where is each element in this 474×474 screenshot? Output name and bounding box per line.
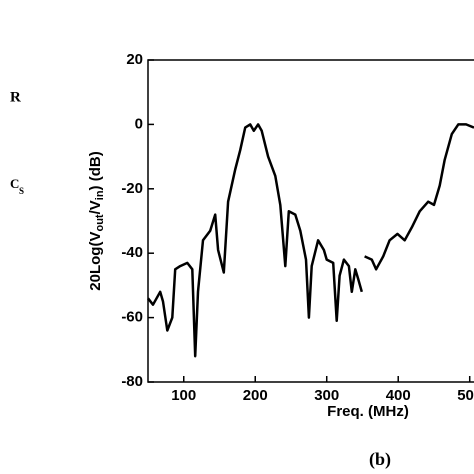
y-tick-label: 20: [126, 51, 143, 68]
y-tick-label: -80: [121, 373, 143, 390]
y-label-subscript: in: [94, 190, 106, 200]
caption: (b): [369, 449, 391, 470]
y-label-part: 20Log(V: [87, 232, 104, 291]
y-tick-label: -20: [121, 180, 143, 197]
y-tick-label: -40: [121, 244, 143, 261]
x-tick-label: 100: [171, 387, 196, 404]
annotation: R: [10, 89, 21, 105]
plot-frame: [147, 59, 474, 383]
annotation: C: [10, 176, 19, 191]
y-label-part: /V: [87, 200, 104, 214]
x-tick-label: 300: [314, 387, 339, 404]
y-tick-label: -60: [121, 309, 143, 326]
x-tick-label: 500: [457, 387, 474, 404]
annotation: S: [19, 186, 24, 196]
x-tick-label: 400: [386, 387, 411, 404]
y-label-subscript: out: [94, 214, 106, 231]
x-tick-label: 200: [243, 387, 268, 404]
y-tick-label: 0: [135, 115, 143, 132]
x-axis-label: Freq. (MHz): [327, 403, 409, 420]
y-axis-label: 20Log(Vout/Vin) (dB): [87, 151, 106, 290]
y-label-part: ) (dB): [87, 151, 104, 190]
data-line: [147, 123, 474, 358]
